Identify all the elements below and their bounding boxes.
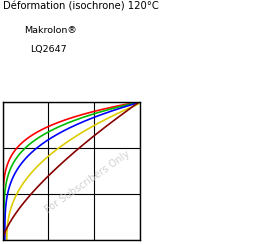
- Text: LQ2647: LQ2647: [31, 45, 67, 54]
- Text: For Subscribers Only: For Subscribers Only: [43, 149, 132, 215]
- Text: Makrolon®: Makrolon®: [24, 26, 77, 35]
- Text: Déformation (isochrone) 120°C: Déformation (isochrone) 120°C: [3, 1, 159, 11]
